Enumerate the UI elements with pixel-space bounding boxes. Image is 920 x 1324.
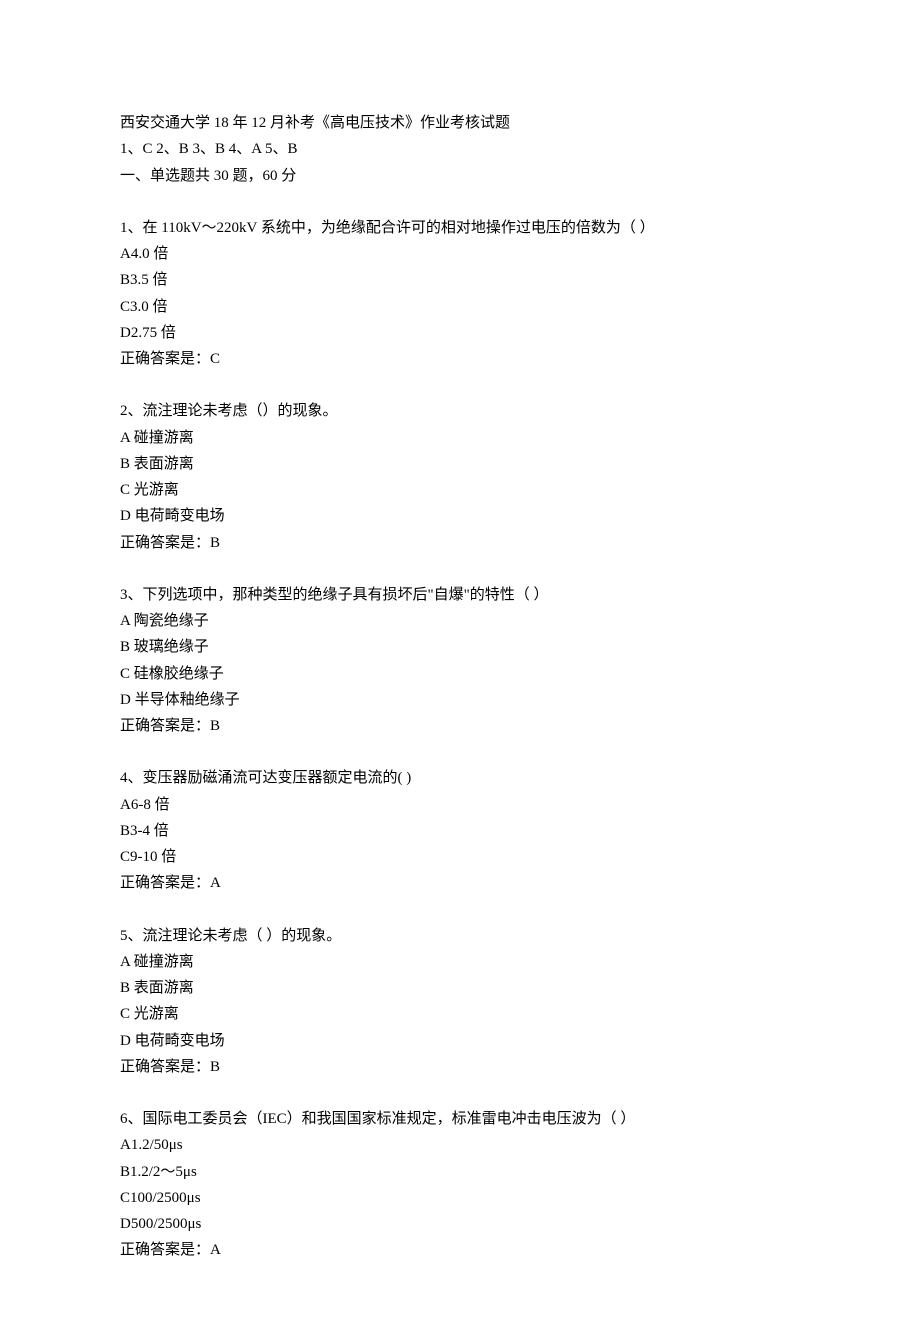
question-answer: 正确答案是：A [120, 1237, 800, 1263]
question-option: C 硅橡胶绝缘子 [120, 661, 800, 687]
document-page: 西安交通大学 18 年 12 月补考《高电压技术》作业考核试题 1、C 2、B … [0, 0, 920, 1324]
question-option: C 光游离 [120, 1001, 800, 1027]
question-answer: 正确答案是：C [120, 346, 800, 372]
question-stem: 3、下列选项中，那种类型的绝缘子具有损坏后"自爆"的特性（ ） [120, 582, 800, 608]
answer-key-line: 1、C 2、B 3、B 4、A 5、B [120, 136, 800, 162]
question-option: B3-4 倍 [120, 818, 800, 844]
spacer [120, 189, 800, 215]
question-option: C9-10 倍 [120, 844, 800, 870]
question-answer: 正确答案是：B [120, 713, 800, 739]
question-option: D 电荷畸变电场 [120, 503, 800, 529]
question-option: A1.2/50μs [120, 1132, 800, 1158]
spacer [120, 556, 800, 582]
question-option: A 碰撞游离 [120, 949, 800, 975]
question-option: B 表面游离 [120, 975, 800, 1001]
question-option: D 半导体釉绝缘子 [120, 687, 800, 713]
question-answer: 正确答案是：A [120, 870, 800, 896]
question-option: D 电荷畸变电场 [120, 1028, 800, 1054]
question-option: A 陶瓷绝缘子 [120, 608, 800, 634]
question-option: A6-8 倍 [120, 792, 800, 818]
spacer [120, 1080, 800, 1106]
question-stem: 4、变压器励磁涌流可达变压器额定电流的( ) [120, 765, 800, 791]
question-option: C3.0 倍 [120, 294, 800, 320]
document-title: 西安交通大学 18 年 12 月补考《高电压技术》作业考核试题 [120, 110, 800, 136]
spacer [120, 372, 800, 398]
question-stem: 1、在 110kV～220kV 系统中，为绝缘配合许可的相对地操作过电压的倍数为… [120, 215, 800, 241]
question-option: B3.5 倍 [120, 267, 800, 293]
question-option: C100/2500μs [120, 1185, 800, 1211]
question-option: B 玻璃绝缘子 [120, 634, 800, 660]
question-option: C 光游离 [120, 477, 800, 503]
question-answer: 正确答案是：B [120, 1054, 800, 1080]
question-stem: 2、流注理论未考虑（）的现象。 [120, 398, 800, 424]
question-stem: 6、国际电工委员会（IEC）和我国国家标准规定，标准雷电冲击电压波为（ ） [120, 1106, 800, 1132]
question-option: D2.75 倍 [120, 320, 800, 346]
section-heading: 一、单选题共 30 题，60 分 [120, 163, 800, 189]
question-option: B1.2/2～5μs [120, 1159, 800, 1185]
spacer [120, 897, 800, 923]
question-answer: 正确答案是：B [120, 530, 800, 556]
question-option: D500/2500μs [120, 1211, 800, 1237]
question-option: A 碰撞游离 [120, 425, 800, 451]
spacer [120, 739, 800, 765]
question-option: B 表面游离 [120, 451, 800, 477]
question-option: A4.0 倍 [120, 241, 800, 267]
question-stem: 5、流注理论未考虑（ ）的现象。 [120, 923, 800, 949]
